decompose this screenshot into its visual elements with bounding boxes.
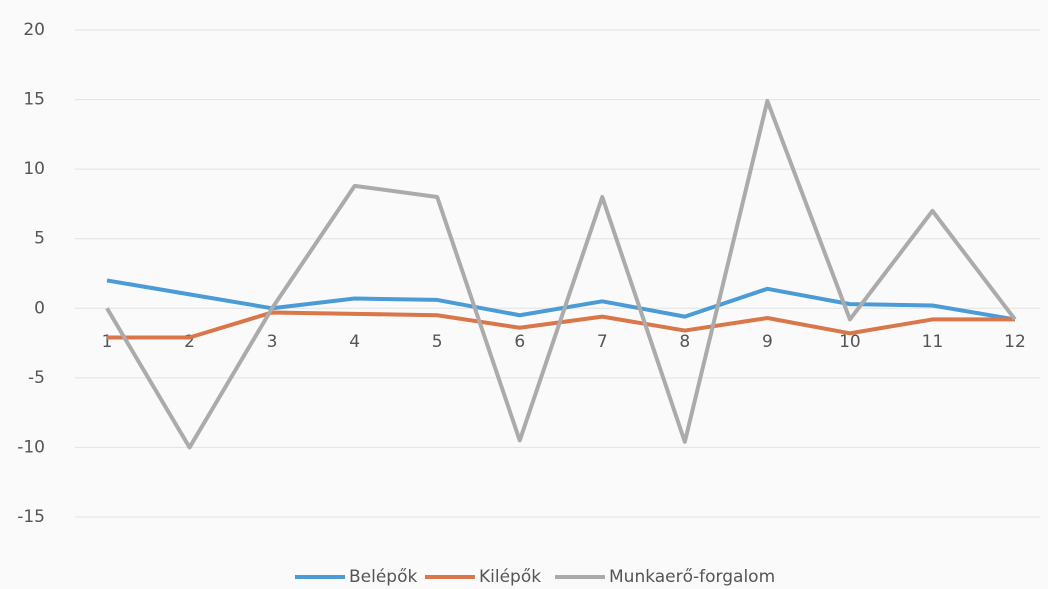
y-tick-label: 5 bbox=[34, 229, 45, 249]
x-tick-label: 9 bbox=[762, 332, 773, 352]
x-tick-label: 4 bbox=[349, 332, 360, 352]
legend-label: Kilépők bbox=[479, 567, 541, 587]
x-tick-label: 11 bbox=[922, 332, 944, 352]
series-line bbox=[105, 98, 1017, 450]
y-tick-label: -5 bbox=[28, 368, 45, 388]
x-tick-label: 1 bbox=[102, 332, 113, 352]
y-tick-label: -15 bbox=[17, 507, 45, 527]
y-tick-label: 20 bbox=[23, 20, 45, 40]
x-tick-label: 12 bbox=[1004, 332, 1026, 352]
x-tick-label: 2 bbox=[184, 332, 195, 352]
x-tick-label: 7 bbox=[597, 332, 608, 352]
y-tick-label: 15 bbox=[23, 90, 45, 110]
x-tick-label: 10 bbox=[839, 332, 861, 352]
y-tick-label: -10 bbox=[17, 437, 45, 457]
x-tick-label: 3 bbox=[267, 332, 278, 352]
legend-label: Belépők bbox=[349, 567, 417, 587]
y-tick-label: 10 bbox=[23, 159, 45, 179]
x-tick-label: 5 bbox=[432, 332, 443, 352]
x-tick-label: 8 bbox=[679, 332, 690, 352]
y-tick-label: 0 bbox=[34, 298, 45, 318]
legend-label: Munkaerő-forgalom bbox=[609, 567, 775, 587]
x-tick-label: 6 bbox=[514, 332, 525, 352]
